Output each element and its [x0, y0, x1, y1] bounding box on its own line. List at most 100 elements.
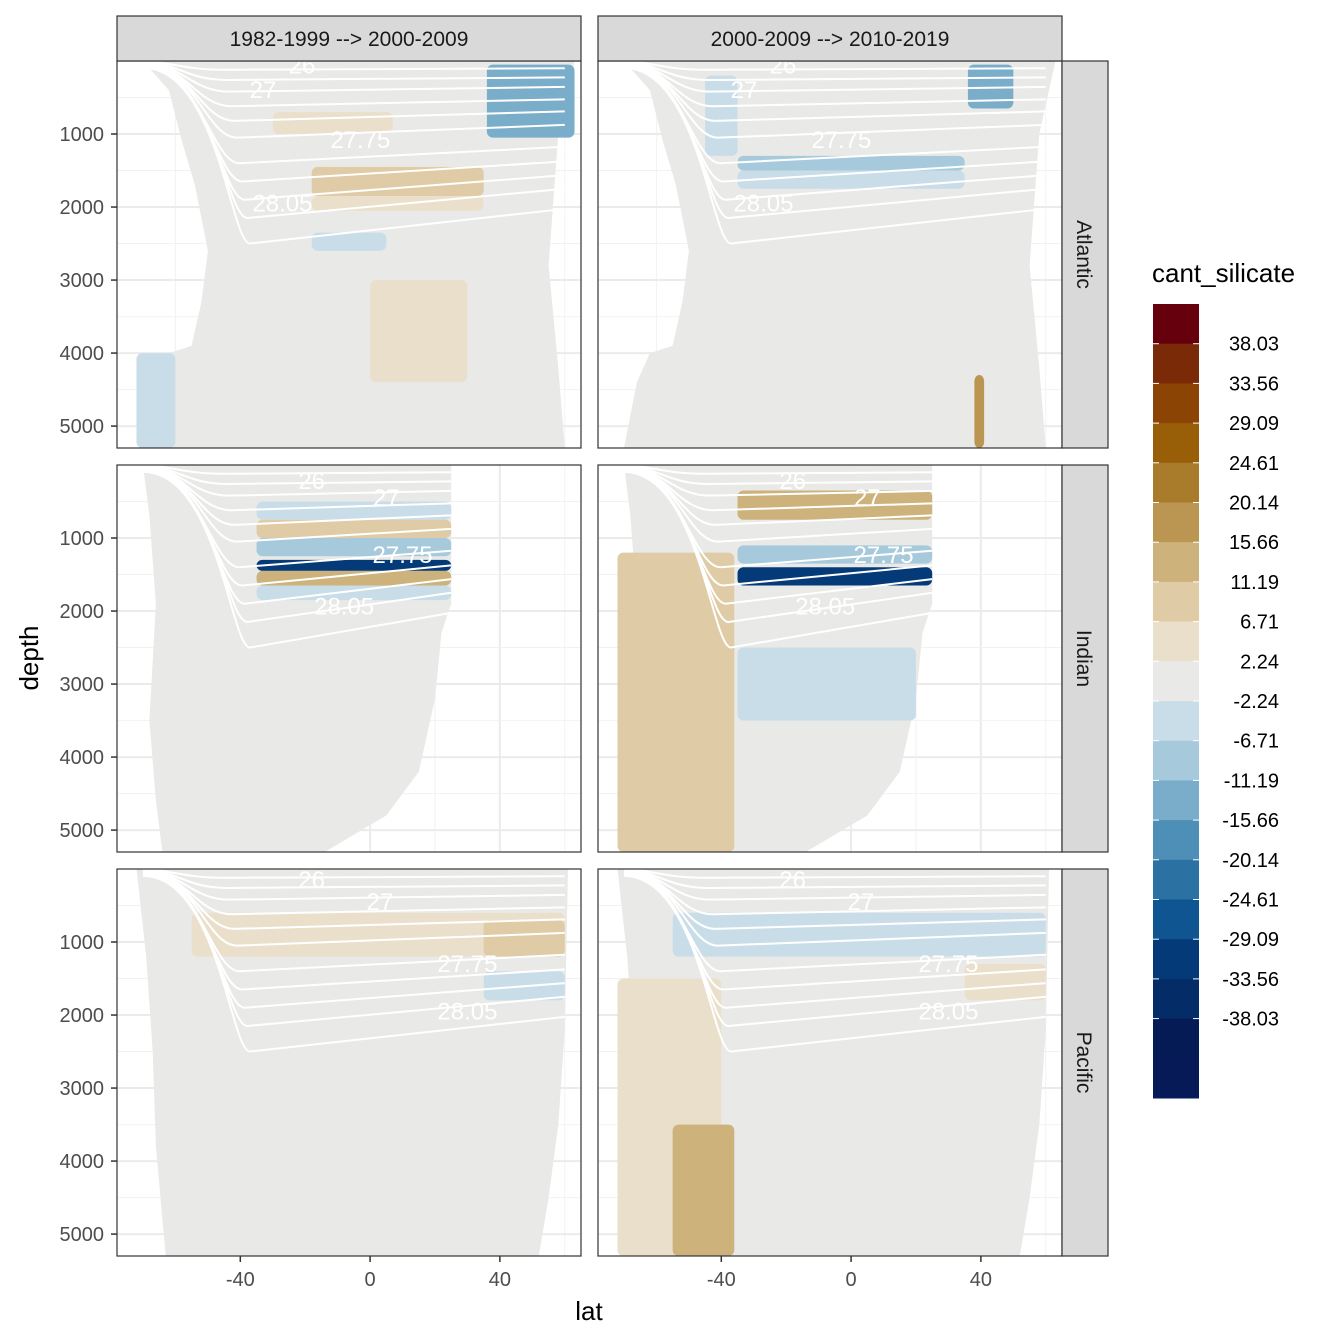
legend-break-label: -15.66 [1222, 810, 1279, 832]
isopycnal-line [142, 470, 452, 649]
panel-content: 26 27 27.75 28.05 [623, 52, 1056, 448]
x-tick-label: -40 [707, 1269, 736, 1291]
anomaly-patch [967, 64, 1014, 109]
y-tick-label: 1000 [60, 124, 105, 146]
facet-strip-row [1061, 60, 1109, 449]
axes-layer: 1000200030004000500010002000300040005000… [60, 124, 993, 1291]
legend-color-swatch [1153, 343, 1199, 384]
isopycnal-label: 27 [373, 485, 400, 512]
strips-layer: 1982-1999 --> 2000-2009 2000-2009 --> 201… [116, 15, 1109, 1257]
isopycnal-label: 28.05 [252, 190, 312, 217]
isopycnal-label: 26 [298, 867, 325, 894]
isopycnal-label: 27.75 [918, 951, 978, 978]
isopycnal-contours [142, 61, 565, 245]
isopycnal-label: 27 [250, 77, 277, 104]
isopycnal-label: 26 [770, 52, 797, 79]
y-axis-title: depth [14, 625, 44, 690]
y-tick-label: 3000 [60, 1078, 105, 1100]
isopycnal-label: 28.05 [437, 998, 497, 1025]
isopycnal-label: 28.05 [918, 998, 978, 1025]
facet-strip-row-label: Atlantic [1072, 220, 1095, 289]
anomaly-patch [486, 64, 575, 138]
legend-break-label: -33.56 [1222, 969, 1279, 991]
legend-color-swatch [1153, 780, 1199, 821]
isopycnal-contours [623, 869, 1046, 1053]
anomaly-patch [737, 545, 933, 564]
y-tick-label: 5000 [60, 820, 105, 842]
x-tick-label: 0 [846, 1269, 857, 1291]
anomaly-patch [737, 647, 916, 721]
legend-color-swatch [1153, 899, 1199, 940]
legend-color-swatch [1153, 502, 1199, 543]
legend-color-swatch [1153, 621, 1199, 662]
ocean-section-area [624, 61, 1056, 448]
legend-break-label: -24.61 [1222, 890, 1279, 912]
legend-color-swatch [1153, 423, 1199, 464]
isopycnal-label: 27 [366, 889, 393, 916]
panel-border [116, 464, 582, 853]
legend-break-label: -20.14 [1222, 850, 1279, 872]
legend-break-label: 24.61 [1229, 453, 1279, 475]
panels-layer: 26 27 27.75 28.05 26 27 27.75 28.05 26 27 27.75 28.… [116, 52, 1063, 1257]
isopycnal-line [142, 66, 565, 245]
legend-color-swatch [1153, 383, 1199, 424]
panel-content: 26 27 27.75 28.05 [136, 52, 575, 448]
legend-break-label: 2.24 [1240, 651, 1279, 673]
isopycnal-label: 28.05 [733, 190, 793, 217]
isopycnal-line [142, 874, 565, 1053]
legend-title: cant_silicate [1152, 258, 1295, 288]
legend-color-swatch [1153, 462, 1199, 503]
legend-break-label: 6.71 [1240, 612, 1279, 634]
legend: cant_silicate 38.03 33.56 29.09 24.61 20.14 1… [1152, 258, 1295, 1099]
y-tick-label: 3000 [60, 674, 105, 696]
legend-break-label: -2.24 [1233, 691, 1279, 713]
y-tick-label: 2000 [60, 601, 105, 623]
panel-indian-1: 26 27 27.75 28.05 [116, 464, 582, 853]
isopycnal-label: 27 [854, 485, 881, 512]
y-tick-label: 4000 [60, 1151, 105, 1173]
isopycnal-contours [623, 61, 1046, 245]
isopycnal-line [623, 66, 1046, 245]
isopycnal-label: 28.05 [314, 594, 374, 621]
isopycnal-label: 27 [847, 889, 874, 916]
x-tick-label: -40 [226, 1269, 255, 1291]
facet-strip-row [1061, 464, 1109, 853]
legend-color-swatch [1153, 740, 1199, 781]
facet-strip-column [597, 15, 1063, 62]
isopycnal-label: 27.75 [330, 127, 390, 154]
ocean-section-area [136, 869, 568, 1256]
y-tick-label: 1000 [60, 932, 105, 954]
isopycnal-label: 27.75 [437, 951, 497, 978]
x-tick-label: 40 [970, 1269, 992, 1291]
panel-indian-2: 26 27 27.75 28.05 [597, 464, 1063, 853]
anomaly-patch [256, 538, 452, 557]
facet-strip-column-label: 1982-1999 --> 2000-2009 [230, 28, 469, 51]
legend-color-swatch [1153, 701, 1199, 742]
facet-strip-column-label: 2000-2009 --> 2010-2019 [711, 28, 950, 51]
facet-strip-column [116, 15, 582, 62]
anomaly-patch [191, 912, 565, 957]
panel-pacific-2: 26 27 27.75 28.05 [597, 868, 1063, 1257]
anomaly-patch [737, 567, 933, 586]
x-tick-label: 0 [365, 1269, 376, 1291]
legend-color-swatch [1153, 304, 1199, 345]
legend-color-swatch [1153, 978, 1199, 1020]
legend-color-swatch [1153, 661, 1199, 702]
legend-color-swatch [1153, 859, 1199, 900]
legend-break-label: -11.19 [1224, 770, 1279, 792]
anomaly-patch [483, 920, 565, 957]
facet-strip-row-label: Indian [1072, 630, 1095, 687]
isopycnal-contours [623, 465, 933, 649]
legend-break-label: -6.71 [1233, 731, 1279, 753]
legend-color-swatch [1153, 1018, 1199, 1059]
isopycnal-label: 26 [289, 52, 316, 79]
panel-border [116, 868, 582, 1257]
legend-break-label: -38.03 [1222, 1009, 1279, 1031]
anomaly-patch [136, 353, 176, 448]
legend-color-swatch [1153, 939, 1199, 980]
panel-content: 26 27 27.75 28.05 [617, 465, 933, 852]
isopycnal-label: 26 [298, 468, 325, 495]
y-tick-label: 4000 [60, 343, 105, 365]
facet-strip-row [1061, 868, 1109, 1257]
